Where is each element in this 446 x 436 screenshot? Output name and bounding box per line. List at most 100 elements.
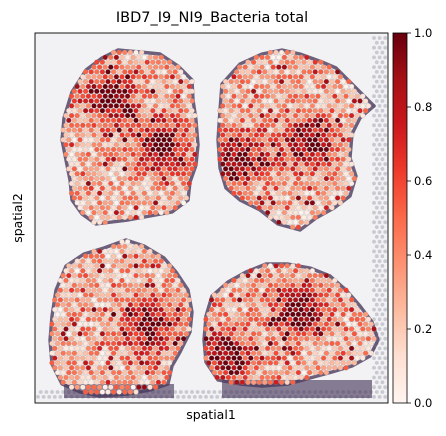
spot [348,180,355,187]
spot [343,132,349,138]
spot [144,117,150,124]
background-spot [374,167,379,171]
background-spot [372,84,376,89]
spot [318,272,324,279]
spot [144,379,150,385]
spot [180,297,187,303]
spot [74,306,80,313]
spot [211,292,218,298]
background-spot [383,55,388,60]
background-spot [374,312,379,317]
spot [312,108,318,114]
spot [217,146,223,153]
spot [222,137,229,143]
spot [259,287,265,293]
spot [208,297,215,303]
background-spot [380,40,385,45]
spot [108,326,114,332]
spot [119,277,125,284]
spot [124,336,131,342]
background-spot [372,152,376,157]
background-spot [374,215,379,220]
spot [82,205,89,211]
spot [74,112,80,119]
spot [262,369,268,376]
spot [136,83,142,90]
spot [222,78,229,85]
spot [116,282,122,288]
spot [71,127,78,133]
spot [281,112,288,119]
spot [136,64,142,70]
spot [295,195,302,201]
spot [116,379,122,385]
spot [94,331,100,337]
spot [234,311,240,318]
spot [242,171,248,177]
spot [108,112,114,119]
spot [276,64,282,70]
spot [161,379,167,385]
spot [144,340,150,347]
spot [166,98,173,104]
background-spot [52,395,57,399]
spot [169,64,176,70]
spot [150,137,156,143]
spot [348,83,355,90]
spot [150,321,156,327]
spot [180,161,187,167]
spot [318,302,324,308]
spot [127,253,134,259]
spot [192,161,198,167]
spot [60,137,66,143]
spot [354,316,360,322]
spot [337,297,344,303]
spot [301,350,307,356]
background-spot [372,133,376,137]
spot [68,151,75,158]
background-spot [380,186,385,191]
spot [175,200,181,206]
spot [96,112,103,119]
spot [309,151,316,158]
spot [267,127,274,133]
spot [122,117,128,124]
spot [91,345,97,352]
spot [292,171,299,177]
spot [161,263,167,269]
spot [259,103,265,109]
spot [267,108,274,114]
spot [306,321,313,327]
spot [127,127,134,133]
spot [234,175,240,182]
spot [164,297,170,303]
spot [113,336,120,342]
spot [91,316,97,322]
spot [354,112,360,119]
spot [133,127,139,133]
spot [256,137,262,143]
background-spot [374,273,379,278]
spot [66,292,72,298]
spot [292,132,299,138]
spot [306,156,313,162]
spot [264,112,271,119]
spot [116,137,122,143]
background-spot [374,60,379,65]
spot [152,384,159,390]
spot [253,83,260,90]
spot [253,345,260,352]
spot [180,132,187,138]
spot [161,88,167,94]
spot [290,282,296,288]
spot [94,369,100,376]
spot [136,200,142,206]
spot [346,146,352,153]
spot [186,297,192,303]
spot [234,185,240,191]
spot [91,142,97,148]
spot [110,369,117,376]
spot [334,69,341,75]
background-spot [372,162,376,167]
spot [172,292,178,298]
